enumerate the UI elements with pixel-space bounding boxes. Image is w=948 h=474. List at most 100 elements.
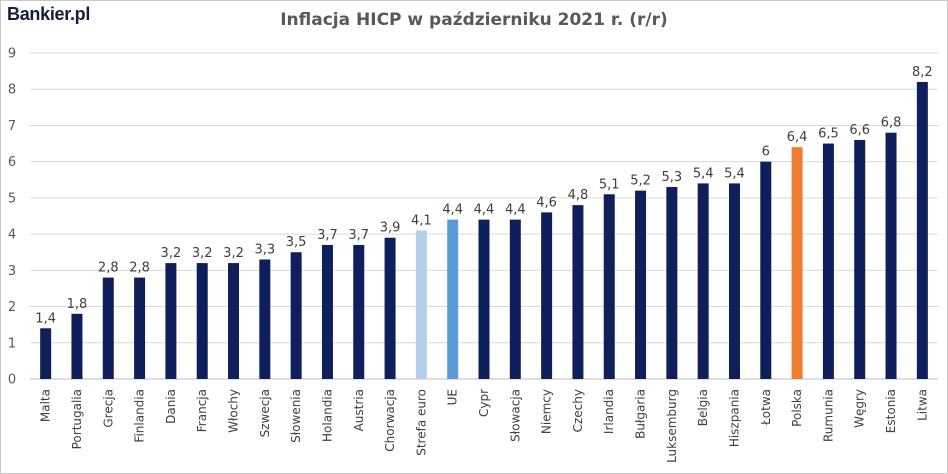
bar bbox=[228, 263, 240, 379]
x-tick-label: Irlandia bbox=[602, 389, 616, 434]
bar bbox=[697, 183, 709, 379]
bar bbox=[478, 219, 490, 379]
y-tick-label: 4 bbox=[8, 228, 16, 243]
y-tick-label: 7 bbox=[8, 119, 16, 134]
y-tick-label: 6 bbox=[8, 155, 16, 170]
bar bbox=[353, 244, 365, 379]
x-tick-label: Litwa bbox=[915, 389, 929, 421]
x-tick-label: Słowenia bbox=[289, 389, 303, 443]
x-tick-label: Strefa euro bbox=[414, 389, 428, 456]
data-label: 4,6 bbox=[536, 195, 557, 210]
bar bbox=[415, 230, 427, 379]
data-label: 4,4 bbox=[474, 203, 495, 218]
x-tick-label: Czechy bbox=[571, 389, 585, 432]
data-label: 3,9 bbox=[380, 221, 401, 236]
data-label: 3,7 bbox=[317, 228, 338, 243]
data-label: 6,6 bbox=[849, 123, 870, 138]
x-tick-label: Chorwacja bbox=[383, 389, 397, 452]
x-tick-label: Włochy bbox=[227, 389, 241, 433]
data-label: 5,4 bbox=[724, 166, 745, 181]
x-axis-labels: Malta Portugalia Grecja Finlandia Dania Franc… bbox=[39, 389, 930, 463]
data-label: 5,4 bbox=[693, 166, 714, 181]
data-label: 3,2 bbox=[161, 246, 182, 261]
bar bbox=[916, 81, 928, 379]
data-label: 4,4 bbox=[505, 203, 526, 218]
y-tick-label: 3 bbox=[8, 264, 16, 279]
data-label: 6,5 bbox=[818, 127, 839, 142]
data-labels: 1,4 1,8 2,8 2,8 3,2 3,2 3,2 3,3 3,5 3,7 3,7 3,9 4,1 4… bbox=[35, 65, 932, 326]
bar bbox=[603, 194, 615, 379]
y-tick-label: 9 bbox=[8, 47, 16, 62]
x-tick-label: Węgry bbox=[853, 389, 867, 428]
x-tick-label: Belgia bbox=[696, 389, 710, 426]
y-tick-label: 8 bbox=[8, 83, 16, 98]
data-label: 6,4 bbox=[787, 130, 808, 145]
bar bbox=[885, 132, 897, 379]
bar bbox=[71, 313, 83, 379]
bar bbox=[134, 277, 146, 379]
bar bbox=[822, 143, 834, 379]
x-tick-label: Finlandia bbox=[133, 389, 147, 443]
data-label: 5,3 bbox=[662, 170, 683, 185]
bar bbox=[760, 161, 772, 379]
x-tick-label: Rumunia bbox=[821, 389, 835, 442]
chart-title: Inflacja HICP w październiku 2021 r. (r/… bbox=[280, 10, 668, 30]
bar bbox=[666, 187, 678, 379]
y-tick-label: 2 bbox=[8, 300, 16, 315]
data-label: 3,3 bbox=[254, 242, 275, 257]
x-tick-label: Dania bbox=[164, 389, 178, 424]
data-label: 5,1 bbox=[599, 177, 620, 192]
x-tick-label: Francja bbox=[195, 389, 209, 432]
x-tick-label: Holandia bbox=[320, 389, 334, 442]
data-label: 2,8 bbox=[129, 261, 150, 276]
x-tick-label: Cypr bbox=[477, 389, 491, 417]
data-label: 3,5 bbox=[286, 235, 307, 250]
bar bbox=[541, 212, 553, 379]
y-tick-label: 1 bbox=[8, 336, 16, 351]
x-tick-label: Polska bbox=[790, 389, 804, 427]
bar bbox=[40, 328, 52, 379]
x-tick-label: Szwecja bbox=[258, 389, 272, 437]
bar bbox=[259, 259, 271, 379]
bar bbox=[728, 183, 740, 379]
bar bbox=[196, 263, 208, 379]
data-label: 4,4 bbox=[442, 203, 463, 218]
bar bbox=[447, 219, 459, 379]
y-tick-label: 5 bbox=[8, 191, 16, 206]
x-tick-label: Luksemburg bbox=[665, 389, 679, 463]
bar bbox=[290, 252, 302, 379]
x-tick-label: Łotwa bbox=[759, 389, 773, 426]
x-tick-label: Bułgaria bbox=[634, 389, 648, 439]
data-label: 8,2 bbox=[912, 65, 933, 80]
x-tick-label: Portugalia bbox=[70, 389, 84, 449]
data-label: 1,8 bbox=[67, 297, 88, 312]
bar bbox=[384, 237, 396, 379]
bar bbox=[321, 244, 333, 379]
x-tick-label: Malta bbox=[39, 389, 53, 422]
bar bbox=[635, 190, 647, 379]
data-label: 3,2 bbox=[223, 246, 244, 261]
x-tick-label: Grecja bbox=[101, 389, 115, 428]
data-label: 3,7 bbox=[348, 228, 369, 243]
x-tick-label: UE bbox=[446, 389, 460, 405]
x-tick-label: Estonia bbox=[884, 389, 898, 433]
bar bbox=[102, 277, 114, 379]
data-label: 4,1 bbox=[411, 213, 432, 228]
x-tick-label: Słowacja bbox=[508, 389, 522, 442]
data-label: 3,2 bbox=[192, 246, 213, 261]
bars bbox=[40, 81, 928, 379]
x-tick-label: Austria bbox=[352, 389, 366, 431]
bar bbox=[791, 147, 803, 379]
data-label: 5,2 bbox=[630, 174, 651, 189]
bar bbox=[165, 263, 177, 379]
y-axis-ticks: 0 1 2 3 4 5 6 7 8 9 bbox=[8, 47, 16, 388]
y-tick-label: 0 bbox=[8, 373, 16, 388]
x-tick-label: Hiszpania bbox=[727, 389, 741, 447]
x-tick-label: Niemcy bbox=[540, 389, 554, 434]
data-label: 6 bbox=[762, 145, 770, 160]
data-label: 1,4 bbox=[35, 311, 56, 326]
bar bbox=[572, 205, 584, 379]
data-label: 2,8 bbox=[98, 261, 119, 276]
